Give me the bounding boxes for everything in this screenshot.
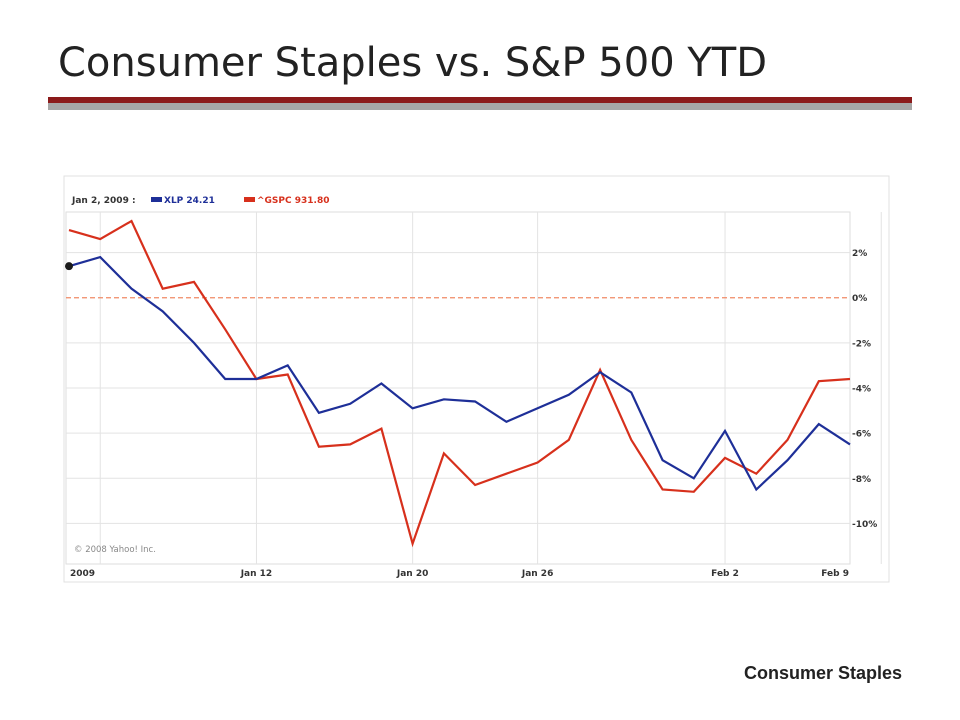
- x-axis-ticks: 2009 Jan 12 Jan 20 Jan 26 Feb 2 Feb 9: [70, 569, 849, 579]
- title-rule-shadow: [48, 103, 912, 110]
- y-tick-label: -8%: [852, 475, 871, 485]
- legend-date: Jan 2, 2009 :: [71, 196, 136, 206]
- y-tick-label: 2%: [852, 249, 867, 259]
- y-axis-ticks: 2% 0% -2% -4% -6% -8% -10%: [852, 249, 877, 530]
- legend: Jan 2, 2009 : XLP 24.21 ^GSPC 931.80: [71, 196, 329, 206]
- start-marker: [65, 262, 73, 271]
- legend-label-gspc: ^GSPC 931.80: [257, 196, 329, 206]
- y-tick-label: -6%: [852, 430, 871, 440]
- grid: [66, 212, 882, 564]
- y-tick-label: -10%: [852, 520, 877, 530]
- series-layer: [65, 219, 851, 548]
- y-tick-label: -4%: [852, 385, 871, 395]
- x-tick-label: 2009: [70, 569, 95, 579]
- slide-title: Consumer Staples vs. S&P 500 YTD: [58, 40, 768, 86]
- copyright-notice: © 2008 Yahoo! Inc.: [74, 545, 156, 555]
- series-line-gspc: [68, 219, 851, 548]
- x-tick-label: Jan 20: [396, 569, 429, 579]
- y-tick-label: -2%: [852, 339, 871, 349]
- legend-swatch-xlp: [151, 197, 162, 202]
- title-rule: [48, 97, 912, 103]
- x-tick-label: Feb 9: [821, 569, 849, 579]
- legend-swatch-gspc: [244, 197, 255, 202]
- series-line-xlp: [68, 255, 851, 492]
- y-tick-label: 0%: [852, 294, 867, 304]
- footer-label: Consumer Staples: [743, 663, 902, 683]
- x-tick-label: Jan 26: [521, 569, 554, 579]
- legend-label-xlp: XLP 24.21: [164, 196, 215, 206]
- x-tick-label: Jan 12: [240, 569, 273, 579]
- x-tick-label: Feb 2: [711, 569, 739, 579]
